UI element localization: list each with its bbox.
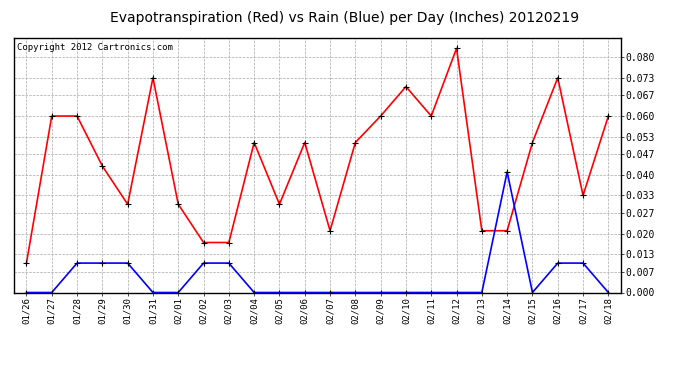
Text: Evapotranspiration (Red) vs Rain (Blue) per Day (Inches) 20120219: Evapotranspiration (Red) vs Rain (Blue) …	[110, 11, 580, 25]
Text: Copyright 2012 Cartronics.com: Copyright 2012 Cartronics.com	[17, 43, 172, 52]
